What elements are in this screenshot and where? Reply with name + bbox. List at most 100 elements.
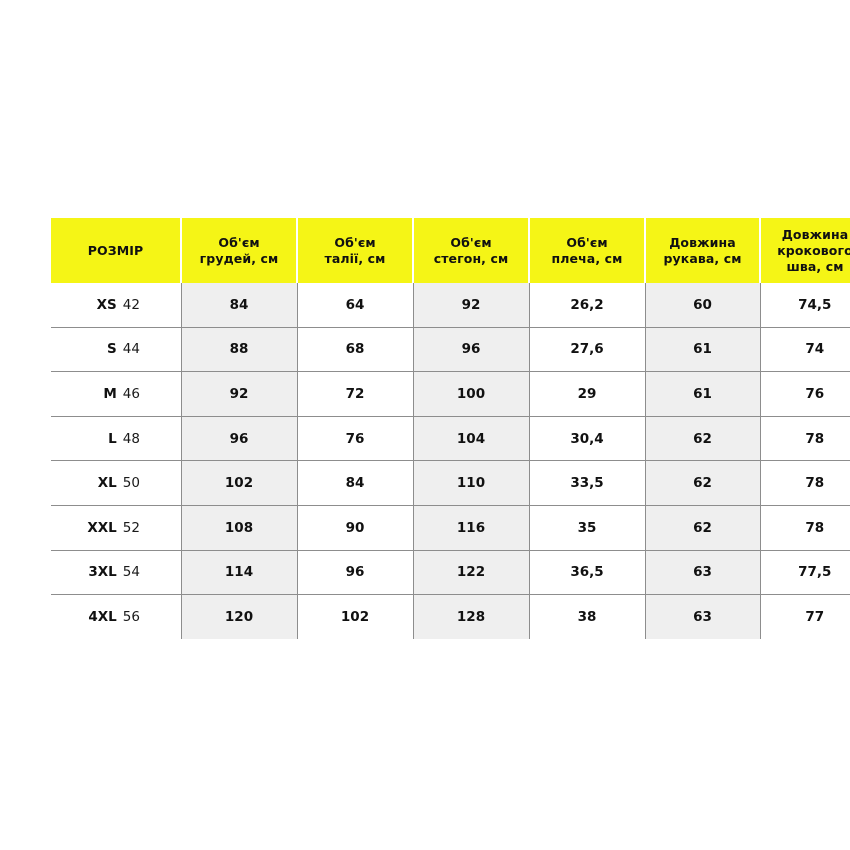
cell-hips: 104 bbox=[412, 415, 529, 461]
size-cell: XXL 52 bbox=[51, 504, 181, 551]
column-header-sleeve-line-2: рукава, см bbox=[663, 250, 742, 266]
cell-sleeve: 60 bbox=[644, 283, 760, 328]
cell-shoulder: 38 bbox=[528, 594, 645, 639]
cell-waist: 84 bbox=[296, 460, 413, 506]
size-cell: XS 42 bbox=[51, 283, 181, 328]
cell-chest: 108 bbox=[180, 504, 297, 551]
column-header-sleeve-line-1: Довжина bbox=[669, 234, 736, 250]
size-table-header: РОЗМІР Об'єм грудей, см Об'єм талії, см … bbox=[51, 218, 850, 283]
cell-hips: 110 bbox=[412, 460, 529, 506]
cell-hips: 122 bbox=[412, 549, 529, 595]
column-header-inseam-line-1: Довжина bbox=[781, 226, 849, 242]
cell-inseam: 77,5 bbox=[759, 549, 850, 595]
column-header-inseam-line-3: шва, см bbox=[786, 258, 844, 274]
size-label: 3XL bbox=[88, 564, 117, 581]
column-header-size-line-1: РОЗМІР bbox=[87, 242, 144, 258]
size-cell-inner: 4XL 56 bbox=[51, 609, 181, 625]
column-header-chest: Об'єм грудей, см bbox=[180, 218, 298, 283]
cell-inseam: 78 bbox=[759, 415, 850, 461]
size-cell: 3XL 54 bbox=[51, 549, 181, 595]
size-code: 50 bbox=[122, 475, 140, 492]
size-label: L bbox=[108, 430, 117, 447]
cell-hips: 92 bbox=[412, 283, 529, 328]
cell-sleeve: 62 bbox=[644, 504, 760, 551]
cell-waist: 76 bbox=[296, 415, 413, 461]
cell-hips: 128 bbox=[412, 594, 529, 639]
table-row: 3XL 54 114 96 122 36,5 63 77,5 bbox=[51, 549, 850, 595]
cell-hips: 96 bbox=[412, 326, 529, 372]
table-row: L 48 96 76 104 30,4 62 78 bbox=[51, 415, 850, 461]
column-header-sleeve: Довжина рукава, см bbox=[644, 218, 761, 283]
cell-shoulder: 26,2 bbox=[528, 283, 645, 328]
column-header-chest-line-1: Об'єм bbox=[218, 234, 260, 250]
table-row: XXL 52 108 90 116 35 62 78 bbox=[51, 504, 850, 551]
cell-chest: 102 bbox=[180, 460, 297, 506]
cell-sleeve: 61 bbox=[644, 371, 760, 417]
cell-chest: 92 bbox=[180, 371, 297, 417]
size-table-body: XS 42 84 64 92 26,2 60 74,5 S 44 88 68 96 27,6 61 74 M 46… bbox=[51, 283, 850, 639]
cell-waist: 72 bbox=[296, 371, 413, 417]
size-cell-inner: S 44 bbox=[51, 341, 181, 357]
size-label: XXL bbox=[87, 519, 117, 536]
size-cell-inner: XL 50 bbox=[51, 475, 181, 491]
size-cell: 4XL 56 bbox=[51, 594, 181, 639]
cell-hips: 100 bbox=[412, 371, 529, 417]
cell-inseam: 74 bbox=[759, 326, 850, 372]
table-row: XS 42 84 64 92 26,2 60 74,5 bbox=[51, 283, 850, 328]
cell-chest: 120 bbox=[180, 594, 297, 639]
column-header-waist-line-1: Об'єм bbox=[334, 234, 376, 250]
size-code: 44 bbox=[122, 341, 140, 358]
size-code: 56 bbox=[122, 608, 140, 625]
size-code: 54 bbox=[122, 564, 140, 581]
size-table: РОЗМІР Об'єм грудей, см Об'єм талії, см … bbox=[51, 218, 850, 639]
size-cell: XL 50 bbox=[51, 460, 181, 506]
size-code: 42 bbox=[122, 296, 140, 313]
cell-sleeve: 63 bbox=[644, 549, 760, 595]
size-label: 4XL bbox=[88, 608, 117, 625]
cell-chest: 84 bbox=[180, 283, 297, 328]
cell-inseam: 76 bbox=[759, 371, 850, 417]
size-label: M bbox=[103, 385, 117, 402]
cell-hips: 116 bbox=[412, 504, 529, 551]
cell-shoulder: 35 bbox=[528, 504, 645, 551]
table-row: 4XL 56 120 102 128 38 63 77 bbox=[51, 594, 850, 639]
cell-inseam: 74,5 bbox=[759, 283, 850, 328]
cell-waist: 96 bbox=[296, 549, 413, 595]
cell-shoulder: 29 bbox=[528, 371, 645, 417]
cell-inseam: 78 bbox=[759, 504, 850, 551]
cell-sleeve: 63 bbox=[644, 594, 760, 639]
column-header-inseam-line-2: крокового bbox=[777, 242, 850, 258]
size-cell: S 44 bbox=[51, 326, 181, 372]
cell-sleeve: 62 bbox=[644, 460, 760, 506]
table-row: S 44 88 68 96 27,6 61 74 bbox=[51, 326, 850, 372]
size-cell-inner: XS 42 bbox=[51, 297, 181, 313]
table-row: M 46 92 72 100 29 61 76 bbox=[51, 371, 850, 417]
cell-shoulder: 27,6 bbox=[528, 326, 645, 372]
size-label: XL bbox=[97, 475, 117, 492]
column-header-chest-line-2: грудей, см bbox=[199, 250, 279, 266]
size-cell-inner: L 48 bbox=[51, 431, 181, 447]
cell-inseam: 77 bbox=[759, 594, 850, 639]
cell-chest: 88 bbox=[180, 326, 297, 372]
cell-inseam: 78 bbox=[759, 460, 850, 506]
column-header-inseam: Довжина крокового шва, см bbox=[759, 218, 850, 283]
cell-sleeve: 61 bbox=[644, 326, 760, 372]
cell-chest: 114 bbox=[180, 549, 297, 595]
column-header-shoulder-line-1: Об'єм bbox=[566, 234, 608, 250]
size-cell: M 46 bbox=[51, 371, 181, 417]
column-header-hips-line-1: Об'єм bbox=[450, 234, 492, 250]
size-cell-inner: 3XL 54 bbox=[51, 564, 181, 580]
size-cell-inner: XXL 52 bbox=[51, 520, 181, 536]
column-header-waist: Об'єм талії, см bbox=[296, 218, 414, 283]
column-header-waist-line-2: талії, см bbox=[324, 250, 386, 266]
size-cell: L 48 bbox=[51, 415, 181, 461]
column-header-shoulder: Об'єм плеча, см bbox=[528, 218, 646, 283]
cell-waist: 90 bbox=[296, 504, 413, 551]
size-label: S bbox=[107, 341, 117, 358]
cell-waist: 68 bbox=[296, 326, 413, 372]
cell-shoulder: 30,4 bbox=[528, 415, 645, 461]
size-chart: РОЗМІР Об'єм грудей, см Об'єм талії, см … bbox=[51, 218, 850, 639]
size-code: 46 bbox=[122, 385, 140, 402]
cell-chest: 96 bbox=[180, 415, 297, 461]
cell-waist: 64 bbox=[296, 283, 413, 328]
